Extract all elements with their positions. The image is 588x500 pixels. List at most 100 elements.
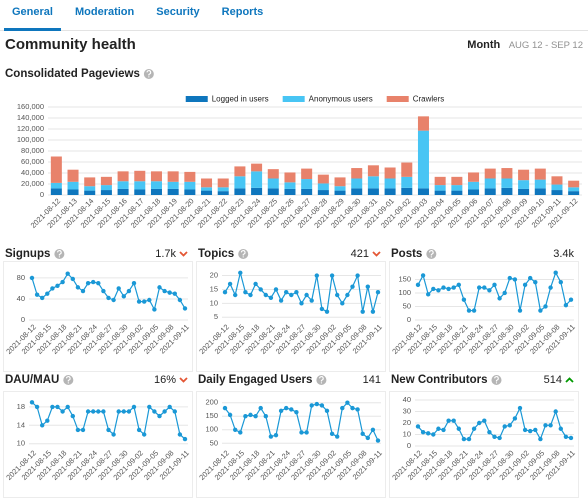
point	[512, 277, 518, 282]
tab[interactable]: General	[12, 6, 53, 18]
point	[34, 292, 40, 297]
y-tick-label: 140,000	[17, 113, 44, 122]
y-tick-label: 80	[17, 273, 25, 282]
point	[111, 297, 116, 303]
bar-segment	[217, 178, 229, 188]
bar-segment	[384, 188, 396, 195]
point	[80, 427, 86, 433]
bar-segment	[484, 178, 496, 189]
bar-segment	[301, 168, 313, 180]
metric-title: Daily Engaged Users	[198, 374, 312, 386]
bar-segment	[150, 181, 162, 189]
legend-swatch	[282, 96, 305, 102]
bar-segment	[50, 156, 62, 183]
chart-panel	[196, 391, 386, 498]
bar-segment	[434, 190, 446, 195]
period-label[interactable]: Month	[467, 39, 500, 51]
period-range[interactable]: AUG 12 - SEP 12	[509, 40, 583, 51]
help-glyph	[65, 376, 71, 382]
y-tick-label: 100	[205, 425, 218, 434]
help-dot	[58, 256, 60, 258]
point	[238, 270, 243, 275]
bar-segment	[150, 171, 162, 182]
point	[142, 432, 147, 437]
point	[522, 427, 528, 433]
point	[172, 409, 177, 414]
point	[273, 287, 279, 292]
point	[131, 404, 137, 410]
period-picker[interactable]: Month AUG 12 - SEP 12	[467, 36, 583, 53]
line	[224, 401, 379, 441]
legend-item: Crawlers	[386, 95, 445, 104]
point	[289, 292, 294, 298]
bar-segment	[100, 190, 112, 195]
point	[106, 427, 111, 433]
point	[340, 405, 345, 411]
y-tick-label: 5	[214, 312, 218, 321]
legend-label: Logged in users	[212, 95, 269, 104]
bar-segment	[50, 182, 62, 189]
bar-segment	[234, 176, 246, 189]
point	[222, 405, 228, 411]
point	[273, 432, 279, 438]
point	[426, 292, 431, 297]
point	[50, 404, 55, 410]
y-tick-label: 40	[17, 294, 25, 303]
point	[466, 436, 472, 442]
point	[345, 400, 350, 405]
point	[268, 295, 274, 300]
chart-panel	[389, 391, 579, 498]
point	[294, 409, 299, 415]
point	[116, 286, 121, 291]
bar-segment	[84, 186, 96, 191]
tab[interactable]: Reports	[222, 6, 264, 18]
active-tab-underline	[4, 28, 61, 31]
point	[538, 436, 543, 442]
point	[375, 438, 381, 443]
point	[167, 404, 172, 410]
bar-segment	[251, 187, 263, 195]
help-dot	[495, 382, 498, 384]
point	[136, 427, 142, 433]
trend-arrow	[179, 377, 188, 383]
legend-swatch	[185, 96, 208, 102]
bar-segment	[134, 181, 146, 190]
bar-segment	[384, 167, 396, 179]
y-tick-label: 20,000	[21, 179, 44, 188]
line	[31, 401, 186, 440]
metric-title: Topics	[198, 248, 234, 260]
y-tick-label: 40	[403, 395, 411, 404]
bar-segment	[417, 116, 429, 131]
metric-total: 141	[363, 374, 381, 386]
point	[477, 420, 482, 426]
bar-segment	[67, 169, 79, 182]
point	[543, 304, 548, 309]
point	[248, 412, 253, 418]
point	[258, 405, 263, 411]
bar-segment	[201, 190, 213, 195]
point	[507, 275, 512, 281]
legend-label: Crawlers	[413, 95, 445, 104]
point	[497, 296, 502, 301]
point	[91, 409, 96, 414]
point	[233, 427, 238, 432]
point	[85, 409, 91, 414]
tab[interactable]: Security	[156, 6, 200, 18]
bar-segment	[501, 178, 513, 188]
help-glyph	[428, 250, 434, 256]
point	[304, 292, 309, 298]
point	[360, 309, 365, 314]
point	[456, 282, 461, 288]
point	[126, 288, 132, 294]
point	[553, 270, 558, 275]
point	[482, 418, 487, 423]
help-dot	[148, 76, 150, 78]
help-dot	[430, 256, 432, 258]
point	[177, 297, 183, 303]
point	[375, 290, 381, 295]
point	[248, 292, 253, 298]
point	[34, 404, 40, 410]
bar-segment	[518, 180, 530, 189]
tab[interactable]: Moderation	[75, 6, 135, 18]
